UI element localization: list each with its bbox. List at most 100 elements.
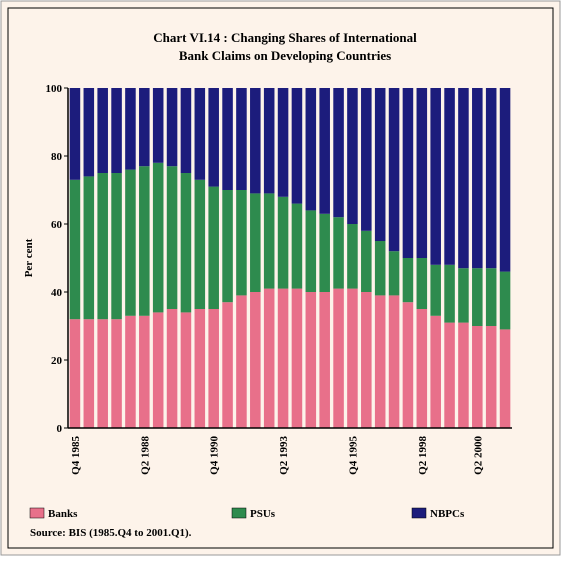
bar-segment bbox=[416, 88, 428, 258]
chart-title: Chart VI.14 : Changing Shares of Interna… bbox=[153, 30, 417, 45]
bar-segment bbox=[83, 319, 95, 428]
x-tick-label: Q4 1995 bbox=[347, 436, 359, 475]
bar-segment bbox=[139, 88, 150, 167]
bar-segment bbox=[180, 312, 192, 428]
bar-segment bbox=[208, 309, 219, 428]
bar-segment bbox=[319, 88, 330, 214]
x-tick-label: Q2 2000 bbox=[472, 436, 484, 475]
bar-segment bbox=[305, 88, 317, 211]
bar-segment bbox=[485, 268, 497, 326]
bar-segment bbox=[111, 173, 122, 320]
bar-segment bbox=[402, 88, 414, 258]
bar-segment bbox=[236, 190, 247, 296]
bar-segment bbox=[194, 309, 206, 428]
bar-segment bbox=[139, 315, 150, 428]
legend-swatch bbox=[29, 507, 45, 519]
bar-segment bbox=[430, 264, 441, 316]
bar-segment bbox=[485, 326, 497, 428]
bar-segment bbox=[458, 88, 469, 269]
bar-segment bbox=[166, 166, 178, 309]
bar-segment bbox=[125, 169, 136, 316]
bar-segment bbox=[291, 88, 303, 204]
x-tick-label: Q2 1993 bbox=[278, 436, 290, 475]
bar-segment bbox=[263, 88, 275, 194]
bar-segment bbox=[291, 203, 303, 289]
y-tick-label: 60 bbox=[51, 219, 63, 231]
bar-segment bbox=[305, 210, 317, 292]
bar-segment bbox=[125, 88, 136, 170]
bar-segment bbox=[374, 241, 386, 296]
bar-segment bbox=[458, 268, 469, 323]
bar-segment bbox=[180, 173, 192, 313]
bar-segment bbox=[69, 179, 81, 320]
bar-segment bbox=[444, 322, 455, 428]
chart-subtitle: Bank Claims on Developing Countries bbox=[179, 48, 391, 63]
bar-segment bbox=[222, 88, 233, 190]
x-tick-label: Q2 1988 bbox=[139, 436, 151, 475]
bar-segment bbox=[388, 251, 400, 296]
bar-segment bbox=[194, 88, 206, 180]
bar-segment bbox=[139, 166, 150, 316]
bar-segment bbox=[111, 319, 122, 428]
bar-segment bbox=[347, 288, 358, 428]
bar-segment bbox=[361, 88, 372, 231]
legend-label: Banks bbox=[48, 508, 78, 520]
bar-segment bbox=[402, 302, 414, 428]
legend-swatch bbox=[411, 507, 427, 519]
y-tick-label: 40 bbox=[51, 287, 63, 299]
x-tick-label: Q4 1985 bbox=[70, 436, 82, 475]
bar-segment bbox=[333, 217, 344, 289]
bar-segment bbox=[388, 88, 400, 252]
source: Source: BIS (1985.Q4 to 2001.Q1). bbox=[30, 527, 192, 539]
bar-segment bbox=[319, 213, 330, 292]
bar-segment bbox=[166, 309, 178, 428]
bar-segment bbox=[194, 179, 206, 309]
bar-segment bbox=[166, 88, 178, 167]
bar-segment bbox=[416, 309, 428, 428]
bar-segment bbox=[416, 258, 428, 309]
legend-label: NBPCs bbox=[430, 508, 465, 520]
bar-segment bbox=[402, 258, 414, 303]
bar-segment bbox=[152, 312, 164, 428]
bar-segment bbox=[97, 173, 108, 320]
bar-segment bbox=[250, 88, 261, 194]
bar-segment bbox=[458, 322, 469, 428]
bar-segment bbox=[263, 288, 275, 428]
bar-segment bbox=[361, 230, 372, 292]
bar-segment bbox=[388, 295, 400, 428]
bar-segment bbox=[291, 288, 303, 428]
y-tick-label: 0 bbox=[57, 423, 63, 435]
bar-segment bbox=[361, 292, 372, 428]
bar-segment bbox=[319, 292, 330, 428]
bar-segment bbox=[472, 88, 483, 269]
bar-segment bbox=[499, 271, 511, 330]
bar-segment bbox=[444, 264, 455, 323]
bar-segment bbox=[499, 329, 511, 428]
bar-segment bbox=[347, 88, 358, 224]
bar-segment bbox=[430, 88, 441, 265]
bar-segment bbox=[152, 162, 164, 313]
bar-segment bbox=[208, 186, 219, 309]
y-tick-label: 20 bbox=[51, 355, 63, 367]
bar-segment bbox=[472, 326, 483, 428]
bar-segment bbox=[472, 268, 483, 326]
bar-segment bbox=[222, 190, 233, 303]
bar-segment bbox=[277, 196, 289, 289]
bar-segment bbox=[430, 315, 441, 428]
x-tick-label: Q4 1990 bbox=[209, 436, 221, 475]
bar-segment bbox=[180, 88, 192, 173]
bar-segment bbox=[444, 88, 455, 265]
bar-segment bbox=[97, 88, 108, 173]
bar-segment bbox=[236, 88, 247, 190]
bar-segment bbox=[333, 88, 344, 218]
legend-swatch bbox=[231, 507, 247, 519]
bar-segment bbox=[374, 295, 386, 428]
bar-segment bbox=[83, 176, 95, 320]
bar-segment bbox=[236, 295, 247, 428]
bar-segment bbox=[277, 288, 289, 428]
y-tick-label: 80 bbox=[51, 151, 63, 163]
bar-segment bbox=[111, 88, 122, 173]
x-tick-label: Q2 1998 bbox=[417, 436, 429, 475]
